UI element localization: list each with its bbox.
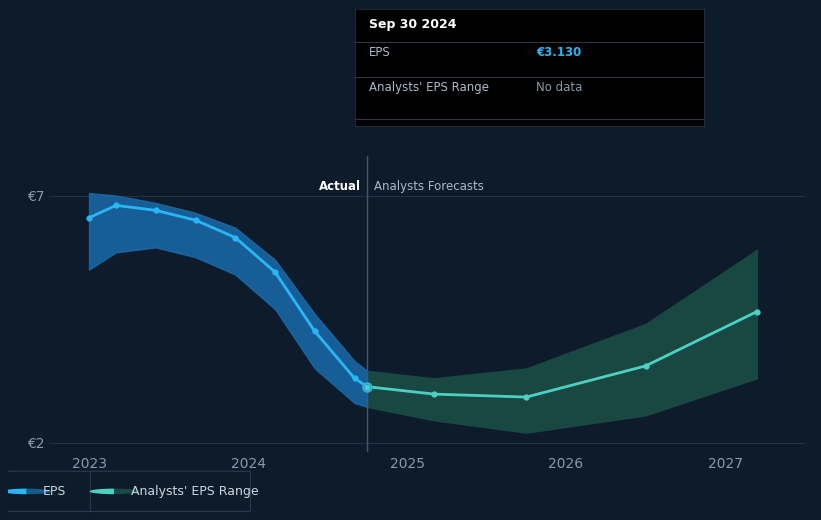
- Wedge shape: [89, 489, 114, 494]
- FancyBboxPatch shape: [7, 471, 92, 512]
- Text: EPS: EPS: [369, 46, 390, 59]
- Text: Analysts' EPS Range: Analysts' EPS Range: [369, 81, 488, 95]
- Text: Analysts' EPS Range: Analysts' EPS Range: [131, 485, 258, 498]
- Text: Sep 30 2024: Sep 30 2024: [369, 18, 456, 31]
- Text: Analysts Forecasts: Analysts Forecasts: [374, 180, 484, 193]
- Wedge shape: [114, 489, 139, 494]
- Text: EPS: EPS: [44, 485, 67, 498]
- Text: Actual: Actual: [319, 180, 361, 193]
- Wedge shape: [26, 489, 52, 494]
- Wedge shape: [2, 489, 27, 494]
- Text: €3.130: €3.130: [536, 46, 581, 59]
- Text: No data: No data: [536, 81, 582, 95]
- FancyBboxPatch shape: [90, 471, 250, 512]
